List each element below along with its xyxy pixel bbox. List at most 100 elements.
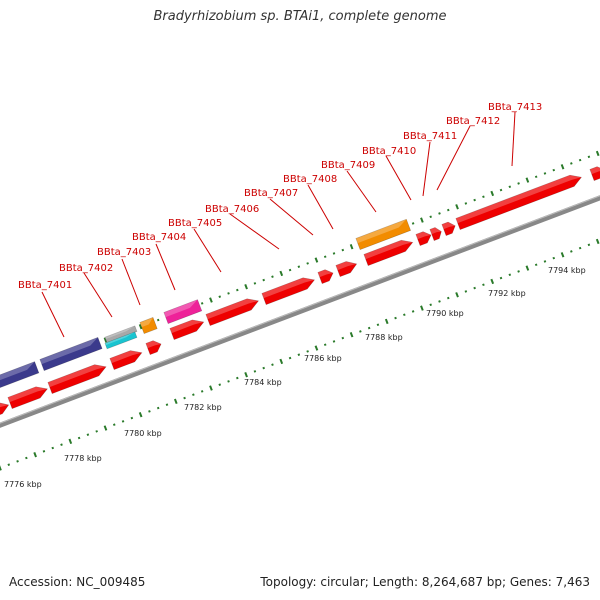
upper-minor-tick [411, 222, 415, 225]
lower-minor-tick [200, 390, 204, 393]
upper-minor-tick [578, 158, 582, 162]
gene-reverse-3[interactable] [47, 361, 108, 394]
lower-minor-tick [411, 310, 415, 313]
map-title: Bradyrhizobium sp. BTAi1, complete genom… [153, 9, 447, 24]
gene-magenta-1[interactable] [163, 299, 203, 324]
gene-label[interactable]: BBta_7407 [244, 188, 298, 199]
label-leader-line [83, 272, 113, 318]
lower-minor-tick [473, 286, 476, 290]
gene-label[interactable]: BBta_7409 [321, 160, 375, 171]
lower-minor-tick [183, 396, 186, 400]
gene-orange-1[interactable] [139, 317, 158, 334]
gene-reverse-4[interactable] [109, 347, 144, 370]
gene-reverse-3-shape [47, 364, 107, 394]
gene-reverse-16-shine [589, 166, 600, 175]
gene-reverse-7[interactable] [205, 295, 261, 326]
gene-reverse-11-shape [363, 239, 414, 266]
lower-minor-tick [578, 246, 582, 250]
gene-navy-1-shine [0, 361, 35, 385]
kbp-label: 7792 kbp [488, 289, 526, 298]
kbp-label: 7788 kbp [365, 333, 403, 342]
lower-minor-tick [446, 296, 450, 300]
kbp-label: 7782 kbp [184, 403, 222, 412]
gene-label[interactable]: BBta_7411 [403, 131, 457, 142]
lower-minor-tick [165, 403, 169, 406]
gene-reverse-8[interactable] [261, 274, 317, 305]
gene-label[interactable]: BBta_7412 [446, 116, 500, 127]
gene-reverse-6[interactable] [169, 316, 206, 340]
lower-minor-tick [7, 463, 11, 466]
lower-minor-tick [112, 423, 116, 426]
gene-label[interactable]: BBta_7404 [132, 232, 186, 243]
gene-reverse-4-shine [109, 350, 142, 364]
lower-major-tick [349, 332, 354, 338]
gene-label[interactable]: BBta_7413 [488, 102, 542, 113]
upper-major-tick [560, 164, 565, 170]
upper-minor-tick [341, 248, 345, 252]
upper-major-tick [420, 217, 424, 223]
lower-major-tick [560, 252, 565, 258]
lower-minor-tick [438, 300, 441, 303]
upper-minor-tick [446, 208, 450, 212]
gene-orange-2[interactable] [355, 218, 412, 250]
gene-reverse-13[interactable] [429, 226, 444, 241]
upper-minor-tick [534, 175, 538, 179]
gene-label[interactable]: BBta_7403 [97, 247, 151, 258]
gene-reverse-11-shine [363, 240, 413, 260]
gene-cyan-1[interactable] [104, 331, 138, 350]
lower-minor-tick [306, 350, 309, 353]
lower-minor-tick [341, 336, 345, 340]
lower-minor-tick [42, 450, 46, 453]
upper-major-tick [279, 270, 284, 277]
gene-label[interactable]: BBta_7410 [362, 146, 416, 157]
lower-minor-tick [130, 416, 134, 420]
lower-minor-tick [534, 263, 538, 267]
gene-grey-1[interactable] [104, 325, 138, 344]
topology-text: Topology: circular; Length: 8,264,687 bp… [260, 575, 590, 589]
lower-major-tick [209, 385, 213, 391]
gene-magenta-1-shape [163, 299, 203, 324]
lower-major-tick [244, 372, 248, 378]
label-leader-line [385, 155, 412, 201]
gene-reverse-15-shape [455, 174, 582, 230]
gene-navy-1[interactable] [0, 361, 40, 391]
gene-reverse-16[interactable] [589, 164, 600, 181]
gene-label[interactable]: BBta_7401 [18, 280, 72, 291]
gene-grey-1-shine [104, 325, 135, 340]
gene-reverse-10[interactable] [335, 258, 359, 277]
gene-reverse-12[interactable] [415, 229, 433, 246]
lower-minor-tick [156, 406, 160, 410]
gene-reverse-2[interactable] [7, 383, 50, 409]
kbp-label: 7784 kbp [244, 378, 282, 387]
gene-reverse-12-shine [415, 231, 432, 240]
gene-reverse-14[interactable] [441, 220, 457, 236]
gene-magenta-1-shine [163, 299, 198, 318]
upper-minor-tick [218, 295, 222, 298]
label-leader-line [422, 141, 431, 197]
gene-reverse-9[interactable] [317, 267, 335, 284]
gene-reverse-14-shape [441, 221, 456, 236]
gene-reverse-15[interactable] [455, 172, 584, 230]
gene-reverse-1[interactable] [0, 399, 11, 418]
lower-minor-tick [95, 430, 98, 433]
lower-minor-tick [482, 283, 485, 287]
gene-label[interactable]: BBta_7405 [168, 218, 222, 229]
gene-label[interactable]: BBta_7406 [205, 204, 259, 215]
gene-reverse-2-shape [7, 386, 48, 409]
gene-reverse-13-shape [429, 227, 442, 241]
gene-navy-2[interactable] [39, 337, 103, 371]
backbone-highlight [0, 195, 600, 424]
upper-major-tick [490, 190, 495, 197]
gene-reverse-9-shape [317, 269, 334, 284]
gene-cyan-1-shine [104, 331, 135, 346]
gene-reverse-11[interactable] [363, 237, 415, 266]
upper-minor-tick [262, 278, 265, 282]
upper-major-tick [349, 244, 354, 250]
gene-label[interactable]: BBta_7408 [283, 174, 337, 185]
gene-cyan-1-shape [104, 331, 138, 350]
gene-reverse-5[interactable] [145, 338, 163, 355]
upper-minor-tick [570, 162, 573, 165]
gene-label[interactable]: BBta_7402 [59, 263, 113, 274]
lower-major-tick [173, 398, 178, 405]
lower-major-tick [103, 425, 108, 431]
